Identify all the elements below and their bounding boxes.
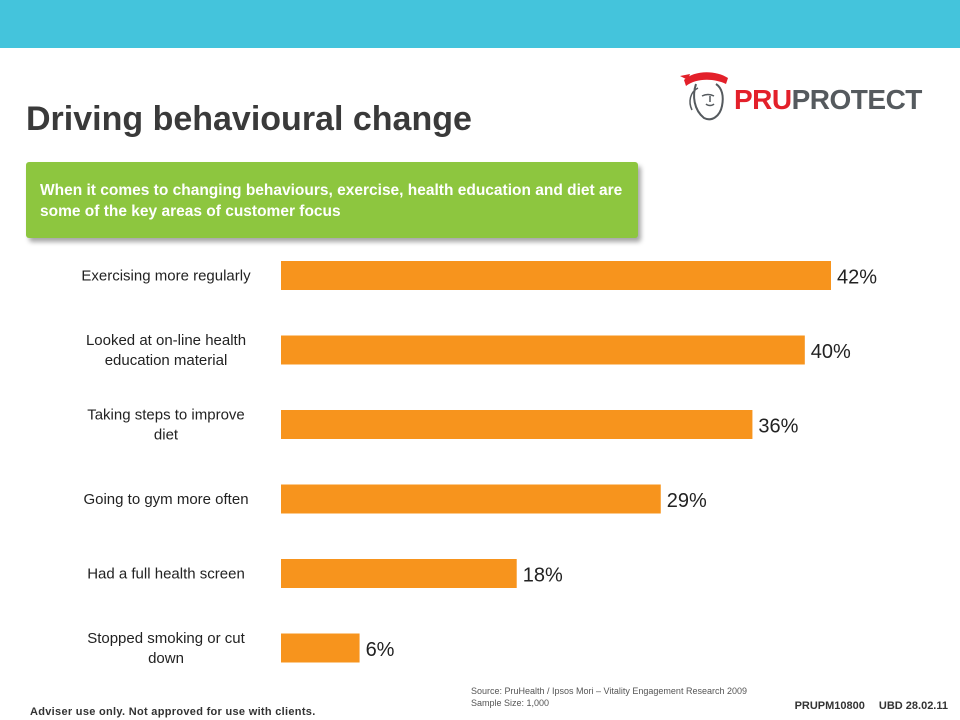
category-label: Stopped smoking or cut down <box>87 630 245 667</box>
category-label: Had a full health screen <box>87 566 245 583</box>
value-label: 36% <box>758 416 798 438</box>
top-band <box>0 0 960 48</box>
disclaimer: Adviser use only. Not approved for use w… <box>30 706 316 718</box>
document-code: PRUPM10800 <box>794 700 865 712</box>
bar <box>281 633 360 663</box>
banner-text: When it comes to changing behaviours, ex… <box>40 182 623 220</box>
value-label: 18% <box>523 565 563 587</box>
bar <box>281 335 805 365</box>
sample-size-line: Sample Size: 1,000 <box>471 698 550 708</box>
bar <box>281 559 517 588</box>
helmeted-head-icon <box>680 72 728 121</box>
key-message-banner: When it comes to changing behaviours, ex… <box>26 162 638 238</box>
bar <box>281 261 831 290</box>
source-line: Source: PruHealth / Ipsos Mori – Vitalit… <box>471 686 747 696</box>
logo-wordmark: PRUPROTECT <box>734 84 922 115</box>
footer-codes: PRUPM10800 UBD 28.02.11 <box>781 700 948 712</box>
page-title: Driving behavioural change <box>26 100 472 138</box>
bar <box>281 410 753 439</box>
category-label: Taking steps to improve diet <box>87 407 245 444</box>
date-code: UBD 28.02.11 <box>878 700 948 712</box>
value-label: 29% <box>667 490 707 512</box>
category-label: Going to gym more often <box>83 491 248 508</box>
category-label: Exercising more regularly <box>81 268 251 285</box>
category-label: Looked at on-line health education materi… <box>86 332 246 369</box>
value-label: 40% <box>811 341 851 363</box>
value-label: 42% <box>837 267 877 289</box>
pruprotect-logo: PRUPROTECT <box>676 66 938 126</box>
bar <box>281 484 661 514</box>
source-note: Source: PruHealth / Ipsos Mori – Vitalit… <box>471 685 747 709</box>
value-label: 6% <box>366 639 395 661</box>
